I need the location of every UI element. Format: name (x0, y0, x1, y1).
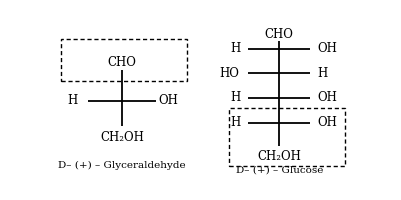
Text: OH: OH (158, 95, 178, 108)
Text: H: H (230, 91, 240, 104)
Text: OH: OH (317, 91, 336, 104)
Text: CH₂OH: CH₂OH (257, 150, 300, 163)
Text: CHO: CHO (264, 28, 293, 41)
Text: CH₂OH: CH₂OH (100, 131, 144, 144)
Text: H: H (317, 67, 327, 80)
Text: H: H (67, 95, 77, 108)
Text: CHO: CHO (107, 56, 136, 69)
Text: OH: OH (317, 116, 336, 129)
Text: D– (+) – Glyceraldehyde: D– (+) – Glyceraldehyde (58, 161, 185, 170)
Text: OH: OH (317, 42, 336, 55)
Text: HO: HO (219, 67, 239, 80)
Text: H: H (230, 116, 240, 129)
Text: D– (+) – Glucose: D– (+) – Glucose (235, 166, 322, 175)
Text: H: H (230, 42, 240, 55)
